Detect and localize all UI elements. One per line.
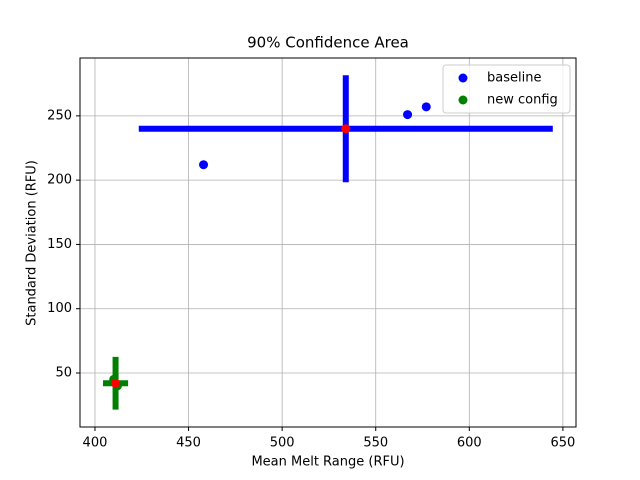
y-tick-label: 250 [47,108,72,123]
legend-marker [458,95,468,105]
plot-frame [79,57,577,428]
y-tick-label: 50 [55,366,72,381]
point [421,102,431,112]
x-tick-label: 550 [363,436,388,451]
legend-box [442,64,571,114]
legend-label: new config [487,93,558,108]
y-tick-label: 100 [47,301,72,316]
x-tick-label: 650 [550,436,575,451]
point [403,110,413,120]
x-axis-label: Mean Melt Range (RFU) [251,455,404,470]
y-axis-label: Standard Deviation (RFU) [25,160,40,326]
x-tick-label: 400 [83,436,108,451]
mean-point [111,378,121,388]
x-tick-label: 600 [457,436,482,451]
chart-title: 90% Confidence Area [247,34,409,52]
point [199,160,209,170]
legend-label: baseline [487,71,541,86]
y-tick-label: 200 [47,173,72,188]
x-tick-label: 450 [176,436,201,451]
x-tick-label: 500 [270,436,295,451]
mean-point [341,124,351,134]
y-tick-label: 150 [47,237,72,252]
legend-marker [458,73,468,83]
